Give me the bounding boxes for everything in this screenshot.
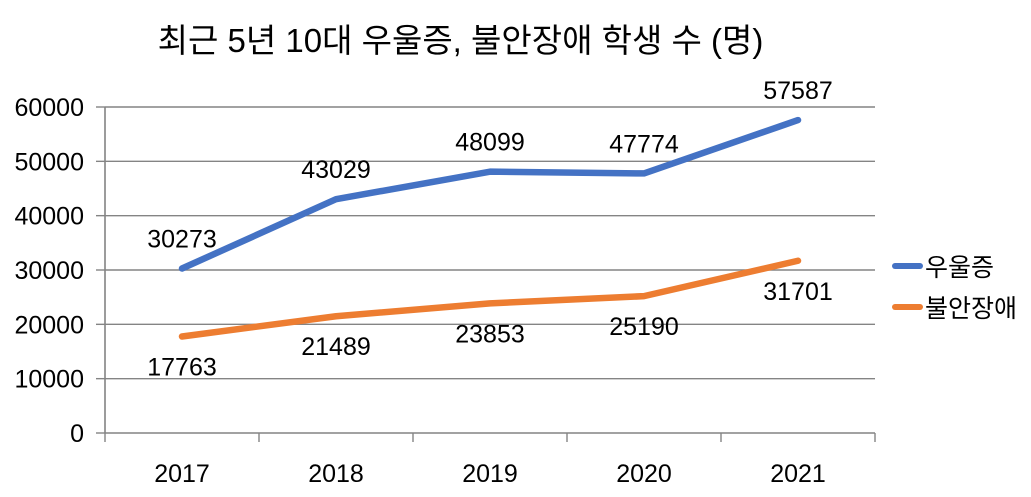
y-tick-label: 30000: [14, 257, 84, 285]
data-label: 30273: [147, 226, 217, 254]
y-tick-label: 20000: [14, 311, 84, 339]
data-label: 43029: [301, 156, 371, 184]
series-line-불안장애: [178, 257, 802, 340]
data-label: 21489: [301, 333, 371, 361]
data-label: 47774: [609, 130, 679, 158]
series-line-우울증: [178, 116, 802, 272]
x-tick-label: 2021: [770, 460, 826, 488]
x-tick-label: 2019: [462, 460, 518, 488]
chart-title: 최근 5년 10대 우울증, 불안장애 학생 수 (명): [157, 22, 764, 59]
y-tick-label: 10000: [14, 366, 84, 394]
x-tick-label: 2017: [154, 460, 210, 488]
data-label: 57587: [763, 77, 833, 105]
x-tick-label: 2018: [308, 460, 364, 488]
legend-label: 우울증: [925, 253, 995, 282]
x-tick-label: 2020: [616, 460, 672, 488]
legend-swatch: [892, 303, 923, 310]
data-label: 23853: [455, 320, 525, 348]
data-label: 31701: [763, 278, 833, 306]
y-tick-label: 50000: [14, 148, 84, 176]
legend-item-불안장애: 불안장애: [892, 288, 1017, 325]
legend-label: 불안장애: [925, 294, 1018, 323]
y-tick-label: 60000: [14, 94, 84, 122]
y-tick-label: 0: [70, 420, 84, 448]
data-label: 25190: [609, 313, 679, 341]
data-label: 48099: [455, 129, 525, 157]
y-tick-label: 40000: [14, 203, 84, 231]
data-label: 17763: [147, 353, 217, 381]
legend-item-우울증: 우울증: [892, 247, 1017, 284]
legend-swatch: [892, 262, 923, 269]
